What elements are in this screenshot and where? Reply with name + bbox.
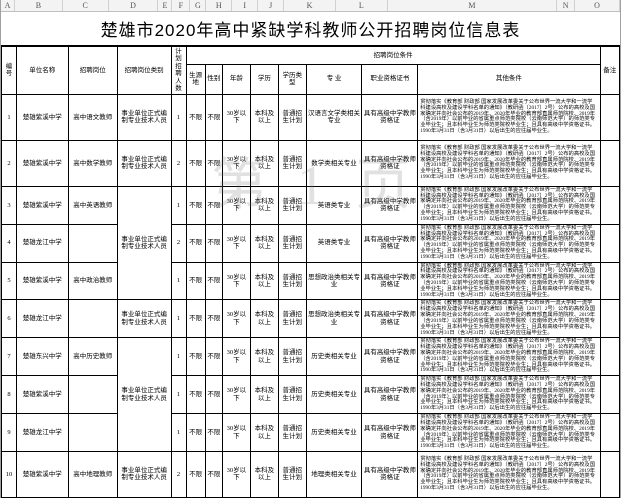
hdr-id: 编号 <box>2 47 17 95</box>
page-title: 楚雄市2020年高中紧缺学科教师公开招聘岗位信息表 <box>1 12 620 46</box>
hdr-edu: 学历 <box>250 64 278 94</box>
table-row: 8楚雄紫溪中学1不限不限30岁以下本科及以上普通招生计划历史类相关专业具有高级中… <box>2 376 620 414</box>
hdr-other: 其他条件 <box>418 64 600 94</box>
table-row: 5楚雄紫溪中学高中政治教师1不限不限30岁以下本科及以上普通招生计划思想政治类相… <box>2 262 620 300</box>
hdr-sex: 性别 <box>205 64 222 94</box>
table-row: 3楚雄紫溪中学高中英语教师事业单位正式编制专业技术人员1不限不限30岁以下本科及… <box>2 186 620 224</box>
table-row: 4楚雄龙江中学2不限不限30岁以下本科及以上普通招生计划英语类专业具有高级中学教… <box>2 224 620 262</box>
hdr-age: 年龄 <box>222 64 250 94</box>
hdr-cert: 职业资格证书 <box>362 64 418 94</box>
column-letters-row: ABCDEFGHIJKLMNO <box>1 0 620 12</box>
table-body: 1楚雄紫溪中学高中语文教师事业单位正式编制专业技术人员1不限不限30岁以下本科及… <box>2 94 620 497</box>
hdr-category: 招聘岗位类别 <box>117 47 171 95</box>
table-row: 1楚雄紫溪中学高中语文教师事业单位正式编制专业技术人员1不限不限30岁以下本科及… <box>2 94 620 140</box>
table-row: 7楚雄东兴中学高中历史教师事业单位正式编制专业技术人员1不限不限30岁以下本科及… <box>2 338 620 376</box>
hdr-plan: 计划招聘人数 <box>171 47 186 95</box>
table-header: 编号 单位名称 招聘岗位 招聘岗位类别 计划招聘人数 招聘岗位条件 备注 生源地… <box>2 47 620 95</box>
hdr-edu-type: 学历类型 <box>278 64 306 94</box>
table-row: 6楚雄龙江中学事业单位正式编制专业技术人员1不限不限30岁以下本科及以上普通招生… <box>2 300 620 338</box>
table-row: 2楚雄紫溪中学高中数学教师事业单位正式编制专业技术人员2不限不限30岁以下本科及… <box>2 140 620 186</box>
table-row: 9楚雄龙江中学1不限不限30岁以下本科及以上普通招生计划历史类相关专业具有高级中… <box>2 414 620 452</box>
hdr-major: 专 业 <box>306 64 362 94</box>
hdr-source: 生源地 <box>186 64 205 94</box>
hdr-remark: 备注 <box>600 47 619 95</box>
table-row: 10楚雄紫溪中学高中地理教师事业单位正式编制专业技术人员2不限不限30岁以下本科… <box>2 451 620 497</box>
hdr-position: 招聘岗位 <box>68 47 117 95</box>
recruitment-table: 编号 单位名称 招聘岗位 招聘岗位类别 计划招聘人数 招聘岗位条件 备注 生源地… <box>1 46 620 498</box>
hdr-unit: 单位名称 <box>17 47 69 95</box>
hdr-conditions: 招聘岗位条件 <box>186 47 600 65</box>
